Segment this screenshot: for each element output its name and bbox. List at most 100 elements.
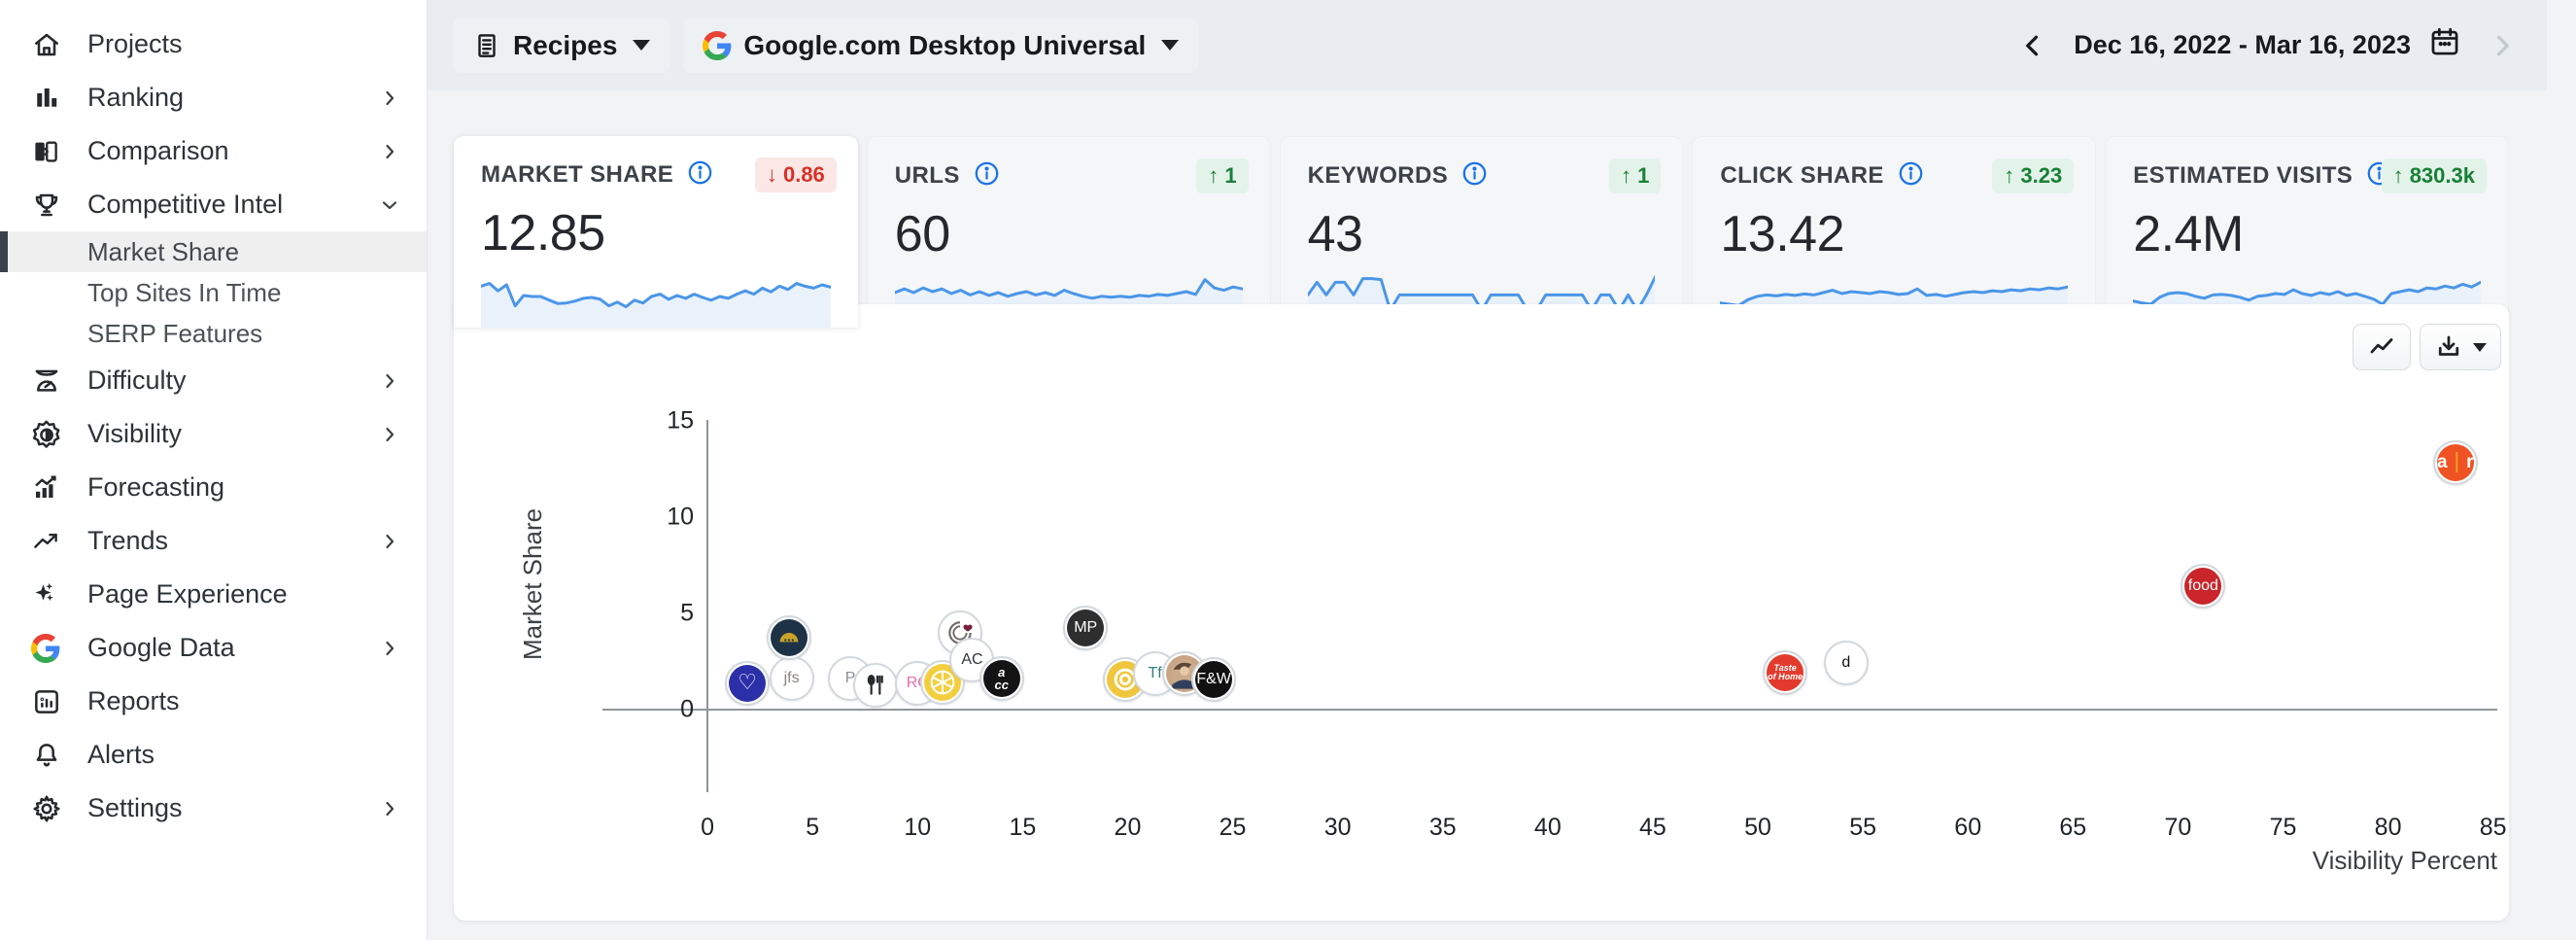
sidebar: Projects Ranking Comparison Competitive Int… xyxy=(0,0,428,940)
info-icon[interactable] xyxy=(1898,160,1924,191)
sidebar-item-comparison[interactable]: Comparison xyxy=(0,124,427,178)
active-indicator-bar xyxy=(0,231,8,272)
metric-card-urls[interactable]: URLS ↑ 1 60 xyxy=(866,136,1271,324)
metric-card-value: 13.42 xyxy=(1720,206,1845,262)
x-axis-title: Visibility Percent xyxy=(2312,846,2498,875)
sidebar-subitem-top-sites-in-time[interactable]: Top Sites In Time xyxy=(0,272,427,313)
allrecipes-logo[interactable]: a ❘ r xyxy=(2432,439,2478,485)
x-tick-label: 30 xyxy=(1323,814,1352,841)
x-tick-label: 5 xyxy=(806,814,820,841)
chevron-down-icon xyxy=(633,40,651,51)
compare-icon xyxy=(31,134,72,169)
taste-of-home-logo[interactable]: Taste of Home xyxy=(1763,650,1808,696)
sidebar-item-label: SERP Features xyxy=(87,318,263,348)
chart-type-button[interactable] xyxy=(2353,324,2411,370)
trophy-icon xyxy=(31,188,72,223)
sidebar-item-projects[interactable]: Projects xyxy=(0,17,427,71)
metric-card-market-share[interactable]: MARKET SHARE ↓ 0.86 12.85 xyxy=(454,136,858,328)
metric-card-label: URLS xyxy=(894,162,960,189)
search-engine-dropdown[interactable]: Google.com Desktop Universal xyxy=(683,17,1199,73)
jfs-script-logo[interactable]: jfs xyxy=(769,656,814,702)
acc-logo[interactable]: a cc xyxy=(979,656,1024,702)
sidebar-item-reports[interactable]: Reports xyxy=(0,675,427,728)
delta-badge: ↓ 0.86 xyxy=(754,157,837,192)
chart-actions xyxy=(2353,324,2501,370)
sidebar-item-ranking[interactable]: Ranking xyxy=(0,71,427,124)
sidebar-item-competitive-intel[interactable]: Competitive Intel xyxy=(0,178,427,231)
sidebar-item-page-experience[interactable]: Page Experience xyxy=(0,568,427,621)
sidebar-item-label: Visibility xyxy=(87,419,183,448)
chevron-down-icon xyxy=(2473,342,2487,352)
keyword-group-label: Recipes xyxy=(513,29,618,60)
sidebar-item-alerts[interactable]: Alerts xyxy=(0,728,427,782)
date-prev-button[interactable] xyxy=(2013,25,2054,66)
date-next-button[interactable] xyxy=(2481,25,2522,66)
delta-badge: ↑ 1 xyxy=(1196,158,1249,193)
x-tick-label: 75 xyxy=(2269,814,2297,841)
sidebar-item-forecasting[interactable]: Forecasting xyxy=(0,461,427,514)
sidebar-item-difficulty[interactable]: Difficulty xyxy=(0,354,427,407)
line-chart-icon xyxy=(2370,338,2393,354)
chevron-right-icon xyxy=(374,87,401,110)
x-tick-label: 20 xyxy=(1114,814,1142,841)
chevron-down-icon xyxy=(1161,40,1180,51)
keyword-group-dropdown[interactable]: Recipes xyxy=(453,17,670,73)
chevron-right-icon xyxy=(374,530,401,553)
sidebar-item-google-data[interactable]: Google Data xyxy=(0,621,427,675)
mp-logo[interactable]: MP xyxy=(1063,605,1109,650)
x-tick-label: 40 xyxy=(1533,814,1562,841)
google-icon xyxy=(703,30,732,60)
sparkline-chart xyxy=(481,282,831,328)
bell-icon xyxy=(31,738,72,773)
metric-card-label: CLICK SHARE xyxy=(1720,162,1884,189)
y-tick-label: 0 xyxy=(680,695,695,723)
x-tick-label: 25 xyxy=(1219,814,1247,841)
metric-card-value: 2.4M xyxy=(2133,206,2244,262)
x-tick-label: 70 xyxy=(2164,814,2192,841)
metric-card-click-share[interactable]: CLICK SHARE ↑ 3.23 13.42 xyxy=(1692,136,2097,324)
sidebar-item-label: Competitive Intel xyxy=(87,190,284,219)
fork-spoon-logo[interactable] xyxy=(853,663,899,709)
sidebar-item-label: Alerts xyxy=(87,740,155,769)
y-tick-label: 10 xyxy=(667,503,695,531)
taco-logo[interactable] xyxy=(767,614,812,660)
chevron-right-icon xyxy=(374,140,401,163)
x-tick-label: 45 xyxy=(1639,814,1666,841)
home-icon xyxy=(31,27,72,62)
content: MARKET SHARE ↓ 0.86 12.85 URLS ↑ 1 60 KE… xyxy=(428,90,2576,940)
chevron-right-icon xyxy=(374,637,401,660)
metric-card-estimated-visits[interactable]: ESTIMATED VISITS ↑ 830.3k 2.4M xyxy=(2105,136,2509,324)
calendar-icon xyxy=(2428,25,2461,65)
search-engine-label: Google.com Desktop Universal xyxy=(743,29,1147,60)
report-icon xyxy=(31,684,72,719)
sidebar-item-settings[interactable]: Settings xyxy=(0,782,427,835)
delish-d-logo[interactable]: d xyxy=(1823,641,1869,686)
metric-card-keywords[interactable]: KEYWORDS ↑ 1 43 xyxy=(1279,136,1684,324)
chart-panel: Market Share 0 5 10 15 0 5 10 15 20 25 30 35 40 45 50 5… xyxy=(454,304,2509,921)
info-icon[interactable] xyxy=(687,159,713,191)
date-range-button[interactable]: Dec 16, 2022 - Mar 16, 2023 xyxy=(2068,25,2467,65)
x-tick-label: 80 xyxy=(2374,814,2402,841)
x-tick-label: 60 xyxy=(1954,814,1982,841)
scroll-gutter xyxy=(2547,0,2576,940)
metric-card-value: 60 xyxy=(894,206,950,262)
food-network-logo[interactable]: food xyxy=(2181,564,2226,609)
download-button[interactable] xyxy=(2420,324,2501,370)
blue-heart-logo[interactable]: ♡ xyxy=(725,661,771,707)
info-icon[interactable] xyxy=(974,160,1000,191)
trending-up-icon xyxy=(31,524,72,559)
sidebar-item-label: Forecasting xyxy=(87,472,225,502)
chevron-down-icon xyxy=(374,193,401,217)
x-tick-label: 85 xyxy=(2479,814,2507,841)
sidebar-item-visibility[interactable]: Visibility xyxy=(0,407,427,461)
x-tick-label: 10 xyxy=(904,814,932,841)
info-icon[interactable] xyxy=(1461,160,1488,191)
download-icon xyxy=(2438,335,2459,356)
sidebar-item-label: Trends xyxy=(87,526,169,555)
sidebar-subitem-serp-features[interactable]: SERP Features xyxy=(0,313,427,354)
bar-chart-icon xyxy=(31,81,72,116)
sidebar-subitem-market-share[interactable]: Market Share xyxy=(0,231,427,272)
fw-logo[interactable]: F&W xyxy=(1191,657,1237,703)
sidebar-item-trends[interactable]: Trends xyxy=(0,514,427,568)
delta-badge: ↑ 830.3k xyxy=(2381,158,2487,193)
